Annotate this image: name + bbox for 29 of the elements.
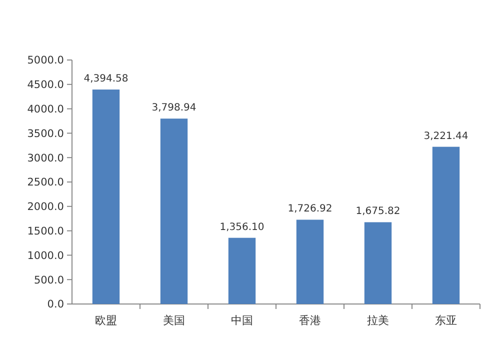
y-tick-label: 2000.0: [27, 201, 64, 214]
data-label: 3,798.94: [152, 102, 196, 114]
data-label: 1,356.10: [220, 222, 264, 233]
data-label: 1,726.92: [288, 204, 332, 215]
x-tick-label: 美国: [163, 314, 185, 327]
y-tick-label: 500.0: [34, 274, 64, 286]
x-tick-label: 拉美: [367, 314, 389, 327]
y-tick-label: 4000.0: [27, 103, 64, 116]
y-tick-label: 1000.0: [27, 250, 64, 262]
x-tick-label: 香港: [299, 314, 321, 327]
y-tick-label: 0.0: [47, 298, 64, 311]
data-label: 3,221.44: [424, 130, 468, 142]
data-label: 1,675.82: [356, 206, 400, 218]
y-tick-label: 1500.0: [27, 225, 64, 238]
bar: [296, 220, 324, 304]
y-tick-label: 5000.0: [27, 54, 64, 67]
bar: [228, 238, 256, 304]
y-tick-label: 3000.0: [27, 152, 64, 164]
bar: [160, 118, 188, 304]
y-tick-label: 2500.0: [27, 176, 64, 189]
bar: [364, 222, 392, 304]
data-label: 4,394.58: [84, 74, 128, 85]
y-tick-label: 4500.0: [27, 79, 64, 92]
y-tick-label: 3500.0: [27, 128, 64, 140]
bar: [432, 146, 460, 304]
x-tick-label: 中国: [231, 314, 253, 327]
bar: [92, 90, 120, 304]
x-tick-label: 欧盟: [95, 314, 117, 327]
x-tick-label: 东亚: [435, 314, 457, 327]
